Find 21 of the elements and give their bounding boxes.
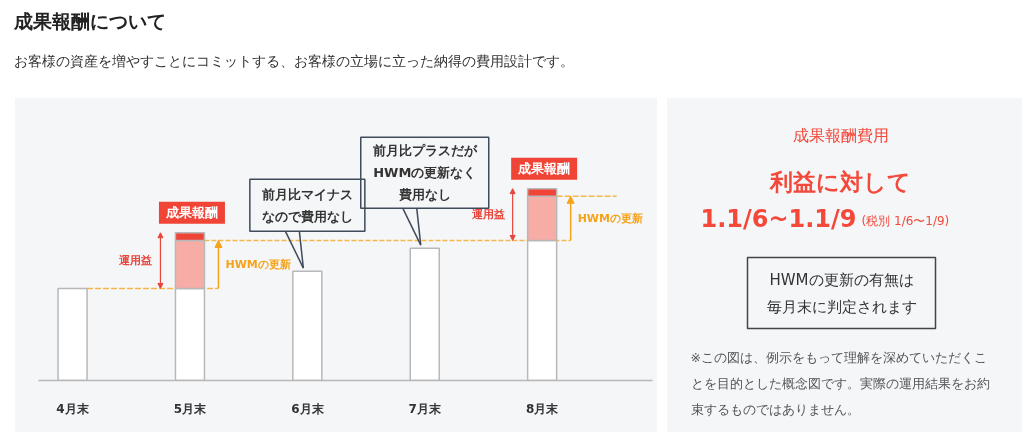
- text: 成果報酬: [518, 161, 571, 177]
- series-label: HWMの更新: [225, 257, 291, 271]
- text: 成果報酬費用: [792, 126, 889, 145]
- x-tick-label: 8月末: [525, 401, 560, 416]
- annotation: 運用益: [118, 254, 153, 268]
- chart-subtitle: お客様の資産を増やすことにコミットする、お客様の立場に立った納得の費用設計です。: [14, 52, 574, 72]
- annotation: 前月比マイナスなので費用なし: [260, 186, 353, 224]
- text: 利益に対して: [769, 168, 911, 195]
- x-tick-label: 7月末: [408, 401, 442, 416]
- text: HWMの更新の有無は毎月末に判定されます: [766, 270, 917, 317]
- series-label: 成果報酬: [164, 205, 218, 221]
- x-tick-label: 5月末: [173, 401, 208, 416]
- x-tick-label: 4月末: [56, 401, 90, 416]
- text: ※この図は、例示をもって理解を深めていただくことを目的とした概念図です。実際の運用結果をお約束するものではありません。: [690, 349, 990, 418]
- x-tick-label: 6月末: [291, 401, 325, 416]
- annotation: 運用益: [470, 208, 505, 222]
- chart-title: 成果報酬について: [14, 9, 167, 34]
- text: 1.1/6~1.1/9: [700, 204, 857, 233]
- text: HWMの更新: [577, 211, 643, 225]
- text: (税別 1/6〜1/9): [861, 213, 950, 228]
- annotation: 前月比プラスだがHWMの更新なく費用なし: [371, 143, 478, 202]
